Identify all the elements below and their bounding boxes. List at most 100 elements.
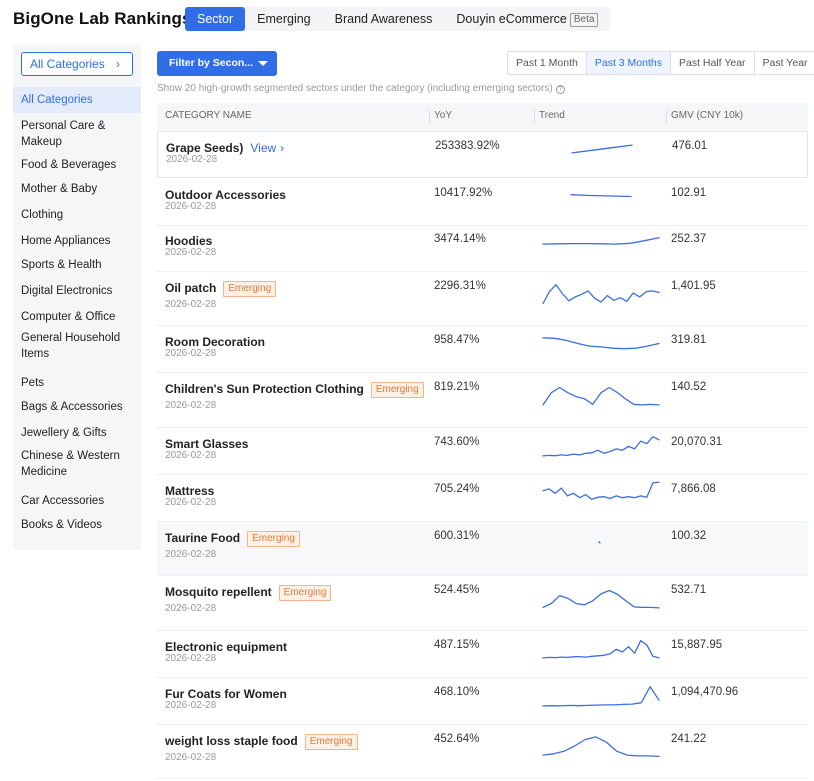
yoy-value: 600.31% xyxy=(434,530,480,542)
gmv-value: 476.01 xyxy=(672,140,708,152)
sidebar-item[interactable]: Pets xyxy=(21,377,45,389)
trend-line xyxy=(542,481,660,500)
category-selector-button[interactable]: All Categories › xyxy=(21,52,133,76)
category-name[interactable]: Children's Sun Protection Clothing xyxy=(165,382,364,396)
trend-line xyxy=(542,589,660,609)
category-name[interactable]: Grape Seeds) xyxy=(166,141,244,155)
trend-sparkline xyxy=(570,194,632,198)
period-option[interactable]: Past 3 Months xyxy=(585,52,670,74)
row-date: 2026-02-28 xyxy=(165,603,217,614)
gmv-value: 252.37 xyxy=(671,233,707,245)
category-name[interactable]: Hoodies xyxy=(165,234,213,248)
gmv-value: 102.91 xyxy=(671,187,707,199)
row-date: 2026-02-28 xyxy=(165,201,217,212)
table-row[interactable]: Outdoor Accessories 2026-02-28 10417.92% 10… xyxy=(157,179,808,226)
period-selector: Past 1 Month Past 3 Months Past Half Year P… xyxy=(507,51,814,75)
sidebar-item[interactable]: Mother & Baby xyxy=(21,183,98,195)
sidebar-item[interactable]: Digital Electronics xyxy=(21,285,113,297)
filter-secondary-dropdown[interactable]: Filter by Secon... xyxy=(157,51,277,76)
tab-emerging[interactable]: Emerging xyxy=(257,12,311,26)
table-row[interactable]: Oil patch Emerging 2026-02-28 2296.31% 1,401… xyxy=(157,272,808,326)
category-name[interactable]: Smart Glasses xyxy=(165,437,249,451)
period-option[interactable]: Past Half Year xyxy=(670,52,754,74)
trend-sparkline xyxy=(542,481,660,500)
category-name-cell: Hoodies xyxy=(165,234,212,248)
gmv-value: 1,401.95 xyxy=(671,280,716,292)
gmv-value: 7,866.08 xyxy=(671,483,716,495)
category-name[interactable]: Mosquito repellent xyxy=(165,585,272,599)
sidebar-item[interactable]: Sports & Health xyxy=(21,259,102,271)
category-name[interactable]: Mattress xyxy=(165,484,215,498)
sidebar-item[interactable]: Car Accessories xyxy=(21,495,105,507)
category-name-cell: Outdoor Accessories xyxy=(165,188,286,202)
sidebar-item[interactable]: Home Appliances xyxy=(21,235,111,247)
beta-badge: Beta xyxy=(569,13,599,27)
trend-sparkline xyxy=(598,541,601,544)
period-option[interactable]: Past Year xyxy=(753,52,814,74)
table-row[interactable]: Taurine Food Emerging 2026-02-28 600.31% 100… xyxy=(157,522,808,576)
table-row[interactable]: Electronic equipment 2026-02-28 487.15% 15,… xyxy=(157,631,808,678)
category-name-cell: Oil patch Emerging xyxy=(165,281,277,297)
table-row[interactable]: Room Decoration 2026-02-28 958.47% 319.81 xyxy=(157,326,808,373)
sidebar-item[interactable]: Jewellery & Gifts xyxy=(21,427,107,439)
yoy-value: 743.60% xyxy=(434,436,480,448)
yoy-value: 2296.31% xyxy=(434,280,486,292)
sidebar-item[interactable]: Personal Care & Makeup xyxy=(21,120,106,148)
sidebar-item[interactable]: General Household Items xyxy=(21,332,121,360)
category-name[interactable]: Taurine Food xyxy=(165,531,241,545)
category-sidebar: All Categories › All Categories Personal … xyxy=(13,44,141,550)
header-category: CATEGORY NAME xyxy=(165,110,252,121)
trend-sparkline xyxy=(542,337,660,350)
period-option[interactable]: Past 1 Month xyxy=(516,57,578,69)
header: BigOne Lab Rankings Sector Emerging Bran… xyxy=(0,0,814,40)
table-row[interactable]: Children's Sun Protection Clothing Emergi… xyxy=(157,373,808,428)
trend-sparkline xyxy=(542,589,660,609)
sidebar-item[interactable]: Food & Beverages xyxy=(21,159,117,171)
row-date: 2026-02-28 xyxy=(165,450,217,461)
header-yoy: YoY xyxy=(434,110,452,121)
category-name[interactable]: Fur Coats for Women xyxy=(165,687,287,701)
app-title: BigOne Lab Rankings xyxy=(13,9,192,28)
category-name-cell: Grape Seeds) View › xyxy=(166,141,284,155)
yoy-value: 452.64% xyxy=(434,733,480,745)
sidebar-item[interactable]: Computer & Office xyxy=(21,311,116,323)
view-link[interactable]: View xyxy=(250,141,277,155)
table-row[interactable]: Hoodies 2026-02-28 3474.14% 252.37 xyxy=(157,225,808,272)
category-name[interactable]: Oil patch xyxy=(165,281,217,295)
table-row[interactable]: Mosquito repellent Emerging 2026-02-28 524.… xyxy=(157,576,808,631)
emerging-badge: Emerging xyxy=(278,585,332,601)
header-gmv: GMV (CNY 10k) xyxy=(671,110,744,121)
category-name[interactable]: weight loss staple food xyxy=(165,734,298,748)
table-row[interactable]: weight loss staple food Emerging 2026-02-2… xyxy=(157,725,808,779)
gmv-value: 140.52 xyxy=(671,381,707,393)
row-date: 2026-02-28 xyxy=(165,348,217,359)
trend-line xyxy=(542,686,660,707)
info-icon[interactable]: ? xyxy=(555,85,565,94)
table-row[interactable]: Smart Glasses 2026-02-28 743.60% 20,070.31 xyxy=(157,428,808,475)
category-name[interactable]: Electronic equipment xyxy=(165,640,288,654)
yoy-value: 253383.92% xyxy=(435,140,500,152)
row-date: 2026-02-28 xyxy=(165,549,217,560)
tab-sector[interactable]: Sector xyxy=(185,7,246,31)
sidebar-item[interactable]: Clothing xyxy=(21,209,64,221)
table-row[interactable]: Mattress 2026-02-28 705.24% 7,866.08 xyxy=(157,475,808,522)
gmv-value: 319.81 xyxy=(671,334,707,346)
table-row[interactable]: Grape Seeds) View › 2026-02-28 253383.92% 476… xyxy=(157,131,808,178)
gmv-value: 100.32 xyxy=(671,530,707,542)
trend-line xyxy=(598,541,601,544)
sidebar-item[interactable]: Bags & Accessories xyxy=(21,401,123,413)
yoy-value: 10417.92% xyxy=(434,187,493,199)
category-name[interactable]: Room Decoration xyxy=(165,335,266,349)
table-row[interactable]: Fur Coats for Women 2026-02-28 468.10% 1,09… xyxy=(157,678,808,725)
header-divider xyxy=(534,110,535,123)
main-tabs: Sector Emerging Brand Awareness Douyin e… xyxy=(185,7,611,31)
sidebar-item[interactable]: Books & Videos xyxy=(21,519,102,531)
chevron-right-icon[interactable]: › xyxy=(280,141,285,155)
sidebar-item[interactable]: Chinese & Western Medicine xyxy=(21,450,120,478)
sidebar-item[interactable]: All Categories xyxy=(13,87,141,113)
tab-brand-awareness[interactable]: Brand Awareness xyxy=(334,12,433,26)
tab-douyin-ecommerce[interactable]: Douyin eCommerce Beta xyxy=(444,7,610,31)
header-divider xyxy=(429,110,430,123)
trend-line xyxy=(542,386,660,406)
category-name[interactable]: Outdoor Accessories xyxy=(165,188,286,202)
